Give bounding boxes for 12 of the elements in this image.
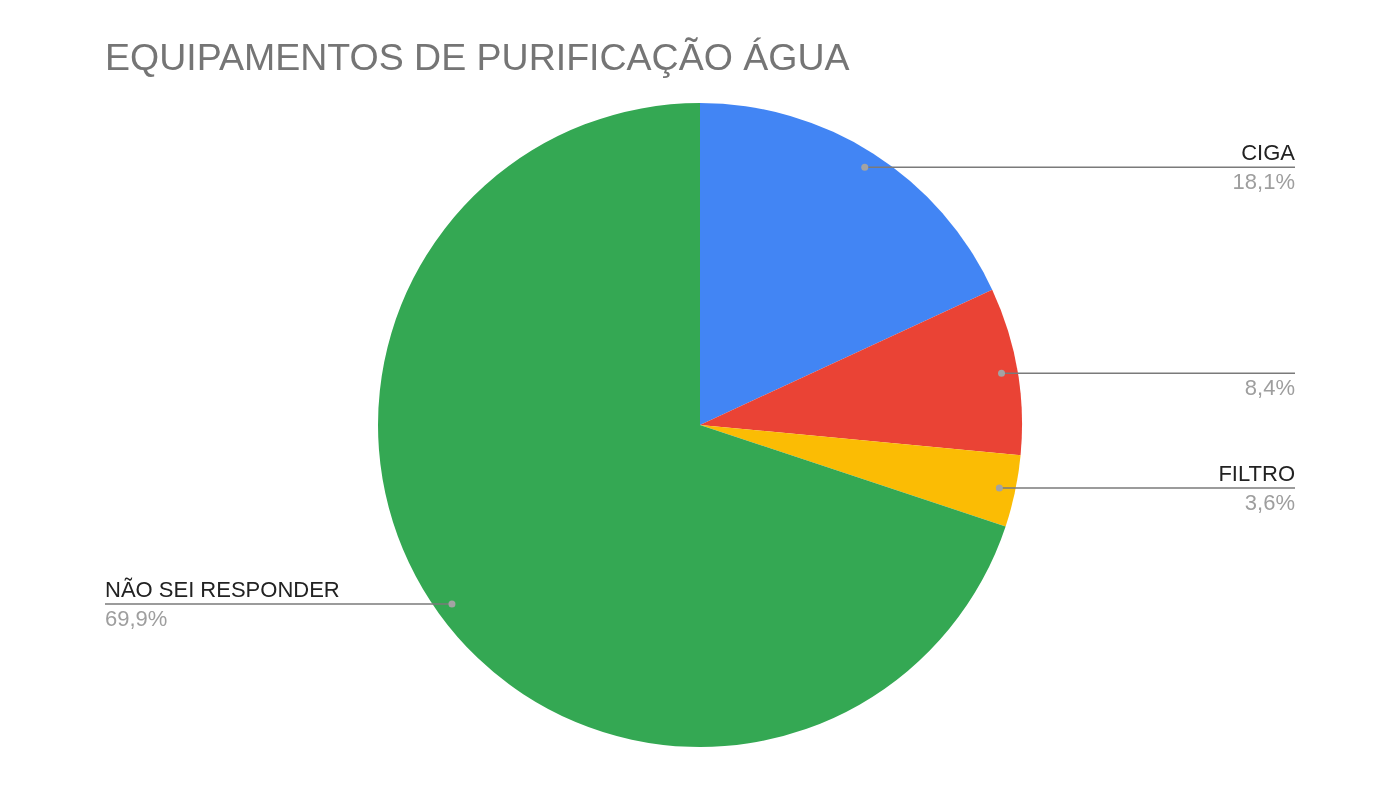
slice-label: NÃO SEI RESPONDER [105,577,340,603]
data-label: 69,9% [105,606,168,632]
pie-slice [700,289,1022,456]
pie-slice [378,103,1006,747]
data-label: 3,6% [1244,489,1295,515]
data-label: 18,1% [1232,169,1295,195]
chart-title: EQUIPAMENTOS DE PURIFICAÇÃO ÁGUA [105,36,850,78]
data-label: 8,4% [1244,375,1295,401]
pie-slice [700,103,993,425]
slice-label: FILTRO [1218,460,1295,486]
pie-slice [700,425,1021,527]
slice-label: CIGA [1241,140,1296,166]
